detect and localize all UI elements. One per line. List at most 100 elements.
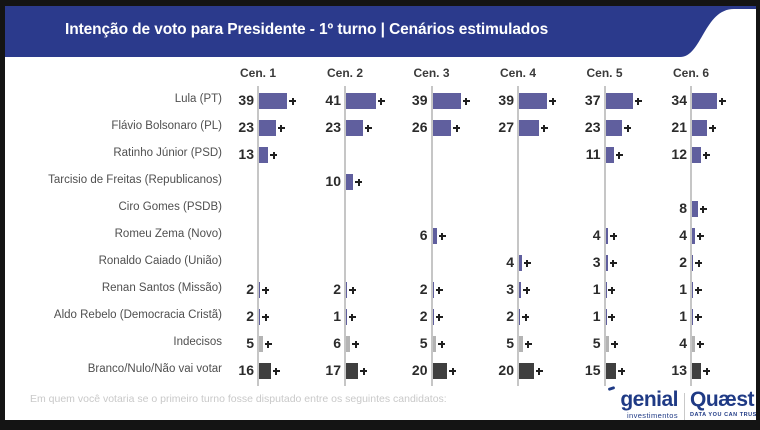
value-label: 1 [592, 308, 601, 324]
bar [346, 309, 347, 325]
bar [259, 147, 269, 163]
error-marker [277, 124, 285, 132]
axis-baseline [690, 86, 692, 386]
bar [692, 309, 693, 325]
error-marker [349, 286, 357, 294]
bar [432, 336, 437, 352]
value-label: 2 [246, 281, 254, 297]
error-marker [262, 286, 270, 294]
value-label: 6 [333, 335, 341, 351]
value-label: 4 [679, 335, 687, 351]
bar [432, 309, 434, 325]
value-label: 1 [679, 308, 687, 324]
quaest-logo-tagline: DATA YOU CAN TRUST [690, 412, 756, 418]
value-label: 3 [506, 281, 514, 297]
genial-logo: genial investimentos [606, 389, 678, 420]
error-marker [377, 97, 385, 105]
value-label: 5 [506, 335, 514, 351]
error-marker [522, 313, 530, 321]
value-label: 23 [238, 119, 254, 135]
error-marker [609, 259, 617, 267]
value-label: 21 [671, 119, 687, 135]
genial-logo-subtext: investimentos [626, 411, 678, 420]
error-marker [549, 97, 557, 105]
error-marker [435, 286, 443, 294]
content-area: Intenção de voto para Presidente - 1º tu… [5, 6, 756, 420]
candidate-label: Aldo Rebelo (Democracia Cristã) [53, 309, 222, 321]
error-marker [355, 178, 363, 186]
bar [605, 336, 610, 352]
value-label: 20 [411, 362, 428, 378]
bar [432, 228, 437, 244]
error-marker [610, 232, 618, 240]
value-label: 2 [506, 308, 514, 324]
bar [519, 336, 523, 352]
bar [259, 363, 271, 379]
value-label: 39 [498, 92, 514, 108]
bar [346, 93, 376, 109]
value-label: 1 [333, 308, 341, 324]
value-label: 23 [325, 119, 341, 135]
bar [259, 336, 263, 352]
bar-chart: Cen. 1 Cen. 2 Cen. 3 Cen. 4 Cen. 5 Cen. 6 Lula… [5, 6, 756, 420]
value-label: 39 [411, 92, 428, 108]
bar [346, 174, 354, 190]
value-label: 16 [238, 362, 254, 378]
value-label: 8 [679, 200, 687, 216]
logo-divider [684, 393, 685, 420]
error-marker [524, 340, 532, 348]
bar [519, 282, 522, 298]
error-marker [352, 340, 360, 348]
scenario-header: Cen. 3 [413, 66, 450, 80]
value-label: 39 [238, 92, 254, 108]
bar [346, 120, 363, 136]
error-marker [438, 340, 446, 348]
bar [692, 282, 693, 298]
error-marker [615, 151, 623, 159]
candidate-label: Ratinho Júnior (PSD) [113, 147, 222, 159]
bar [692, 363, 702, 379]
bar [346, 282, 348, 298]
bar [519, 309, 521, 325]
value-label: 2 [419, 281, 428, 297]
value-label: 41 [325, 92, 341, 108]
error-marker [694, 286, 702, 294]
bar [605, 147, 614, 163]
value-label: 4 [679, 227, 687, 243]
value-label: 2 [246, 308, 254, 324]
bar [259, 309, 261, 325]
value-label: 5 [246, 335, 254, 351]
bar [259, 120, 276, 136]
value-label: 20 [498, 362, 514, 378]
bar [605, 93, 633, 109]
axis-baseline [257, 86, 259, 386]
axis-baseline [344, 86, 346, 386]
value-label: 12 [671, 146, 687, 162]
genial-logo-text: genial [606, 389, 678, 410]
bar [346, 363, 359, 379]
error-marker [696, 232, 704, 240]
value-label: 2 [679, 254, 687, 270]
error-marker [618, 367, 626, 375]
candidate-label: Branco/Nulo/Não vai votar [87, 363, 222, 375]
bar [692, 255, 694, 271]
error-marker [360, 367, 368, 375]
candidate-label: Lula (PT) [174, 93, 222, 105]
page-title: Intenção de voto para Presidente - 1º tu… [65, 21, 549, 38]
value-label: 5 [419, 335, 428, 351]
scenario-header: Cen. 2 [326, 66, 363, 80]
candidate-label: Ciro Gomes (PSDB) [118, 201, 222, 213]
value-label: 34 [671, 92, 687, 108]
bar [692, 228, 695, 244]
error-marker [364, 124, 372, 132]
error-marker [435, 313, 443, 321]
banner-swoosh-shape [680, 9, 756, 57]
error-marker [540, 124, 548, 132]
error-marker [696, 340, 704, 348]
error-marker [348, 313, 356, 321]
candidate-label: Ronaldo Caiado (União) [98, 255, 222, 267]
value-label: 17 [325, 362, 341, 378]
value-label: 37 [584, 92, 601, 108]
header-banner: Intenção de voto para Presidente - 1º tu… [5, 6, 756, 57]
